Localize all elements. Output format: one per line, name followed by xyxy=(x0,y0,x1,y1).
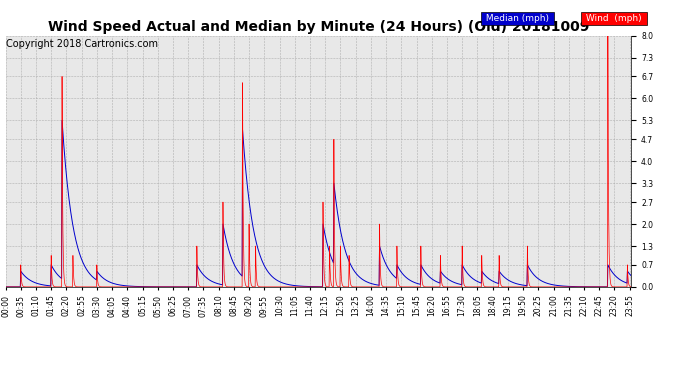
Text: Copyright 2018 Cartronics.com: Copyright 2018 Cartronics.com xyxy=(6,39,157,50)
Text: Wind  (mph): Wind (mph) xyxy=(583,14,644,23)
Text: Median (mph): Median (mph) xyxy=(483,14,552,23)
Title: Wind Speed Actual and Median by Minute (24 Hours) (Old) 20181009: Wind Speed Actual and Median by Minute (… xyxy=(48,21,589,34)
